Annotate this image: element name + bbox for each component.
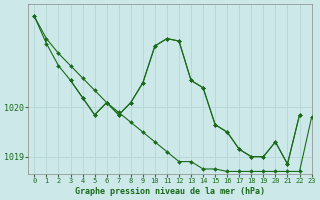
X-axis label: Graphe pression niveau de la mer (hPa): Graphe pression niveau de la mer (hPa) <box>75 187 265 196</box>
